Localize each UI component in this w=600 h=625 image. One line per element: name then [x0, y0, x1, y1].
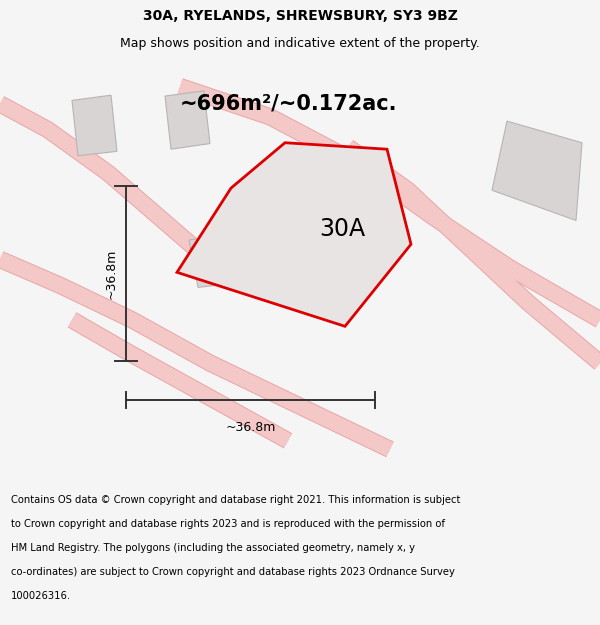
Text: co-ordinates) are subject to Crown copyright and database rights 2023 Ordnance S: co-ordinates) are subject to Crown copyr… [11, 568, 455, 578]
Text: 30A: 30A [319, 217, 365, 241]
Text: 30A, RYELANDS, SHREWSBURY, SY3 9BZ: 30A, RYELANDS, SHREWSBURY, SY3 9BZ [143, 9, 457, 23]
Polygon shape [165, 91, 210, 149]
Text: Map shows position and indicative extent of the property.: Map shows position and indicative extent… [120, 38, 480, 51]
Polygon shape [72, 95, 117, 156]
Text: HM Land Registry. The polygons (including the associated geometry, namely x, y: HM Land Registry. The polygons (includin… [11, 543, 415, 553]
Text: ~36.8m: ~36.8m [226, 421, 275, 434]
Text: Contains OS data © Crown copyright and database right 2021. This information is : Contains OS data © Crown copyright and d… [11, 495, 460, 505]
Text: 100026316.: 100026316. [11, 591, 71, 601]
Text: ~36.8m: ~36.8m [104, 248, 118, 299]
Text: ~696m²/~0.172ac.: ~696m²/~0.172ac. [180, 94, 398, 114]
Polygon shape [189, 234, 252, 288]
Polygon shape [492, 121, 582, 221]
Text: to Crown copyright and database rights 2023 and is reproduced with the permissio: to Crown copyright and database rights 2… [11, 519, 445, 529]
Polygon shape [177, 142, 411, 326]
